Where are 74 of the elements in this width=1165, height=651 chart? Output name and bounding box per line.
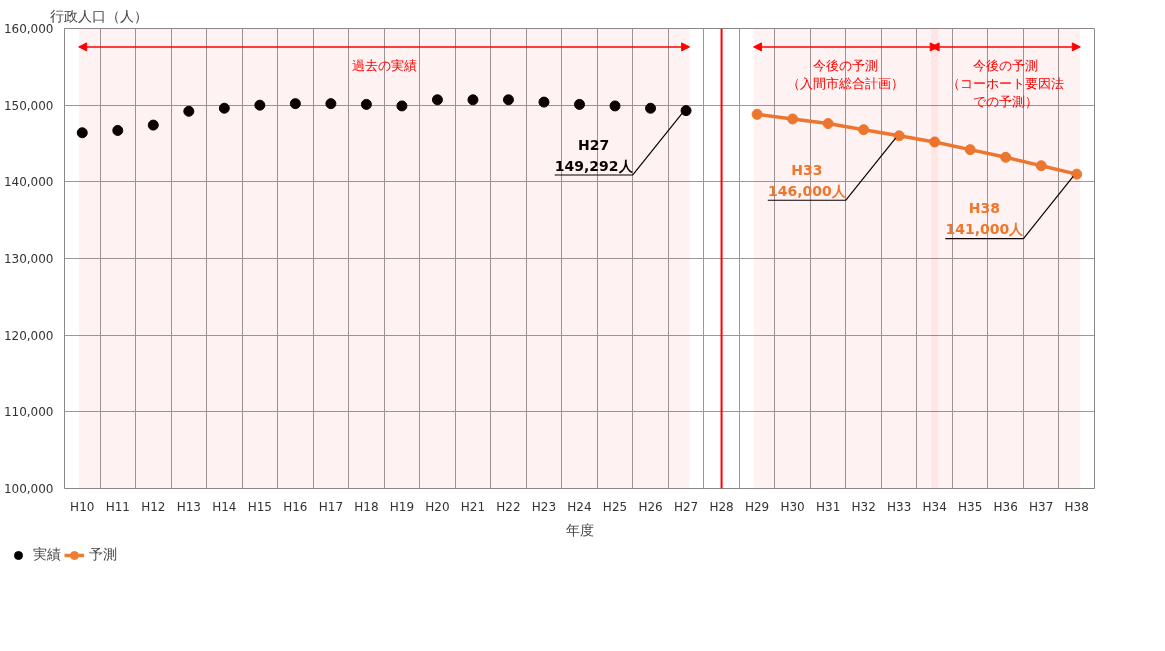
legend-label: 予測 xyxy=(89,546,118,564)
x-tick-label: H32 xyxy=(851,499,876,514)
band-label: 今後の予測（入間市総合計画） xyxy=(787,58,905,92)
point xyxy=(858,124,870,136)
point xyxy=(467,94,479,106)
x-tick-label: H14 xyxy=(212,499,237,514)
point xyxy=(183,105,195,117)
point xyxy=(325,98,337,110)
point xyxy=(1000,151,1012,163)
x-tick-label: H18 xyxy=(354,499,379,514)
x-tick-label: H36 xyxy=(993,499,1018,514)
x-tick-label: H16 xyxy=(283,499,308,514)
x-tick-label: H31 xyxy=(815,499,841,514)
x-tick-label: H26 xyxy=(638,499,663,514)
x-tick-label: H29 xyxy=(744,499,770,514)
point xyxy=(929,136,941,148)
annotation: H38 141,000人 xyxy=(945,200,1025,238)
x-tick-label: H12 xyxy=(141,499,166,514)
x-tick-label: H37 xyxy=(1029,499,1054,514)
x-tick-label: H21 xyxy=(460,499,486,514)
x-tick-label: H33 xyxy=(887,499,912,514)
point xyxy=(680,105,692,117)
point xyxy=(360,98,372,110)
point xyxy=(893,130,905,142)
x-tick-label: H38 xyxy=(1064,499,1089,514)
x-tick-label: H27 xyxy=(673,499,699,514)
y-tick-label: 100,000 xyxy=(3,482,54,496)
point xyxy=(787,113,799,125)
point xyxy=(396,100,408,112)
annotation: H33 146,000人 xyxy=(767,162,847,199)
y-tick-label: 130,000 xyxy=(3,252,54,266)
annotation: H27 149,292人 xyxy=(554,136,634,174)
point xyxy=(574,98,585,110)
y-tick-label: 150,000 xyxy=(3,98,54,113)
point xyxy=(112,124,124,136)
point xyxy=(964,144,976,156)
y-axis-title: 行政人口（人） xyxy=(49,7,148,24)
x-tick-label: H20 xyxy=(425,499,450,514)
point xyxy=(254,99,266,111)
legend-label: 実績 xyxy=(33,546,62,564)
point xyxy=(218,102,230,114)
y-tick-label: 160,000 xyxy=(3,22,54,36)
y-tick-label: 120,000 xyxy=(3,328,54,343)
point xyxy=(751,108,763,120)
y-tick-label: 110,000 xyxy=(3,405,54,420)
x-tick-label: H22 xyxy=(496,499,521,514)
x-tick-label: H24 xyxy=(567,499,592,514)
point xyxy=(538,96,550,108)
band-label: 過去の実績 xyxy=(351,58,417,74)
point xyxy=(1071,168,1083,180)
x-tick-label: H35 xyxy=(958,499,983,514)
x-tick-label: H11 xyxy=(105,499,130,514)
point xyxy=(822,118,834,130)
x-tick-label: H28 xyxy=(709,499,734,514)
point xyxy=(431,94,443,106)
point xyxy=(1035,160,1047,172)
x-tick-label: H15 xyxy=(247,499,272,514)
y-tick-label: 140,000 xyxy=(3,175,54,190)
point xyxy=(289,98,301,110)
point xyxy=(609,100,621,112)
x-tick-label: H34 xyxy=(922,499,947,514)
x-tick-label: H30 xyxy=(780,499,805,514)
point xyxy=(502,94,514,106)
x-tick-label: H23 xyxy=(531,499,557,514)
band-label: 今後の予測（コーホート要因法での予測） xyxy=(947,58,1065,110)
x-tick-label: H25 xyxy=(602,499,628,514)
x-tick-label: H10 xyxy=(70,499,95,514)
point xyxy=(645,102,657,114)
point xyxy=(76,127,88,139)
x-tick-label: H19 xyxy=(389,499,415,514)
point xyxy=(147,119,159,131)
x-tick-label: H13 xyxy=(176,499,201,514)
x-tick-label: H17 xyxy=(318,499,344,514)
x-axis-title: 年度 xyxy=(565,521,594,538)
